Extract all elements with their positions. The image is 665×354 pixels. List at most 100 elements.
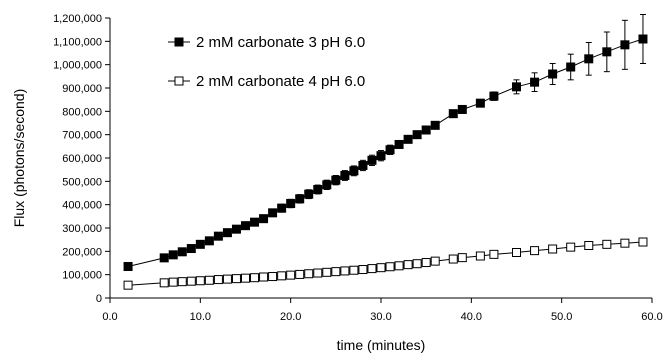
data-point	[448, 254, 458, 264]
data-point	[213, 231, 223, 241]
data-point	[457, 253, 467, 263]
data-point	[403, 134, 413, 144]
y-tick-label: 600,000	[62, 153, 102, 165]
data-point	[512, 248, 521, 257]
data-point	[394, 261, 404, 271]
data-point	[195, 276, 205, 286]
data-point	[602, 47, 612, 57]
data-point	[304, 189, 314, 199]
data-point	[457, 104, 467, 114]
y-tick-label: 500,000	[62, 176, 102, 188]
data-point	[489, 249, 499, 259]
data-point	[430, 256, 440, 266]
data-point	[313, 185, 323, 194]
data-point	[430, 120, 440, 130]
data-point	[222, 274, 232, 284]
data-point	[277, 203, 287, 213]
data-point	[331, 175, 341, 185]
x-tick-label: 0.0	[102, 311, 117, 323]
data-point	[241, 221, 250, 231]
data-point	[376, 263, 386, 273]
data-point	[123, 262, 133, 271]
series-2	[123, 237, 648, 290]
data-point	[186, 244, 196, 254]
x-tick-label: 10.0	[190, 311, 211, 323]
data-point	[231, 274, 241, 284]
data-point	[421, 258, 431, 268]
data-point	[412, 130, 422, 140]
data-point	[268, 272, 278, 282]
data-point	[367, 155, 377, 165]
data-point	[394, 139, 404, 149]
data-point	[584, 54, 594, 64]
data-point	[512, 82, 521, 92]
data-point	[259, 214, 269, 224]
data-point	[168, 250, 178, 260]
data-point	[159, 253, 169, 263]
legend-marker-filled-square	[174, 37, 184, 47]
data-point	[286, 199, 296, 208]
data-point	[123, 280, 133, 290]
y-tick-label: 1,000,000	[53, 60, 102, 72]
data-point	[367, 264, 377, 274]
data-point	[331, 267, 341, 277]
data-point	[277, 271, 287, 281]
data-point	[376, 151, 386, 161]
data-point	[385, 145, 395, 155]
data-point	[231, 224, 241, 234]
series-1	[123, 14, 648, 271]
legend: 2 mM carbonate 3 pH 6.0 2 mM carbonate 4…	[168, 34, 365, 90]
y-axis-ticks: 0 100,000 200,000 300,000 400,000 500,000 600,…	[53, 13, 110, 305]
y-tick-label: 800,000	[62, 106, 102, 118]
data-point	[322, 267, 332, 277]
data-point	[620, 238, 630, 248]
legend-marker-open-square	[174, 76, 184, 86]
x-tick-label: 60.0	[641, 311, 662, 323]
data-point	[222, 228, 232, 238]
x-tick-label: 50.0	[551, 311, 572, 323]
y-tick-label: 1,200,000	[53, 13, 102, 25]
data-point	[584, 241, 594, 250]
data-point	[159, 278, 169, 288]
x-axis-title: time (minutes)	[337, 337, 426, 353]
data-point	[403, 260, 413, 270]
x-tick-label: 30.0	[370, 311, 391, 323]
data-point	[177, 247, 187, 257]
data-point	[204, 275, 214, 285]
data-point	[241, 273, 250, 283]
y-tick-label: 200,000	[62, 246, 102, 258]
data-point	[168, 277, 178, 287]
data-point	[566, 242, 576, 252]
y-tick-label: 300,000	[62, 223, 102, 235]
data-point	[421, 125, 431, 135]
data-point	[186, 276, 196, 286]
data-point	[358, 160, 368, 170]
data-point	[313, 268, 323, 278]
data-point	[322, 180, 332, 190]
data-point	[204, 236, 214, 246]
data-point	[358, 265, 368, 275]
data-point	[295, 194, 305, 204]
y-tick-label: 700,000	[62, 130, 102, 142]
data-point	[475, 251, 485, 261]
x-tick-label: 20.0	[280, 311, 301, 323]
data-point	[286, 270, 296, 280]
data-point	[385, 262, 395, 272]
data-point	[259, 272, 269, 282]
x-tick-label: 40.0	[461, 311, 482, 323]
data-point	[638, 237, 648, 247]
data-point	[412, 259, 422, 269]
y-tick-label: 100,000	[62, 270, 102, 282]
data-point	[548, 244, 558, 254]
data-point	[530, 246, 540, 256]
y-tick-label: 400,000	[62, 200, 102, 212]
data-point	[448, 109, 458, 119]
data-point	[638, 34, 648, 44]
y-axis-title: Flux (photons/second)	[11, 89, 27, 228]
data-point	[548, 69, 558, 79]
data-point	[268, 208, 278, 218]
data-point	[213, 275, 223, 285]
data-point	[566, 62, 576, 72]
legend-label-series-1: 2 mM carbonate 3 pH 6.0	[196, 34, 365, 51]
y-tick-label: 0	[96, 293, 102, 305]
